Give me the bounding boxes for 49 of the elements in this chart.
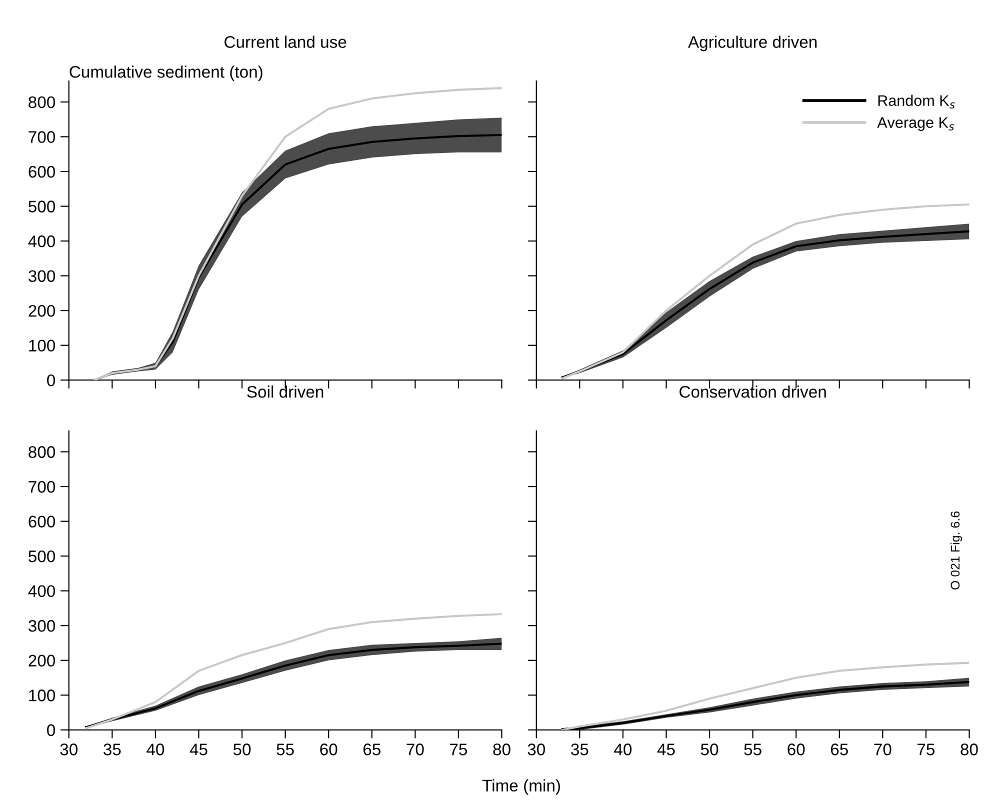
- chart-title: Soil driven: [247, 386, 324, 398]
- x-tick-label: 60: [320, 744, 338, 756]
- x-tick-label: 55: [276, 744, 294, 756]
- x-tick-label: 80: [493, 744, 510, 756]
- legend-label: Random K$_{s}$: [878, 94, 955, 108]
- y-tick-label: 500: [28, 200, 56, 212]
- x-tick-label: 45: [657, 744, 675, 756]
- y-tick-label: 200: [28, 304, 56, 317]
- y-tick-label: 800: [28, 446, 56, 458]
- x-tick-label: 75: [450, 744, 468, 756]
- y-tick-label: 300: [28, 620, 56, 632]
- x-tick-label: 60: [788, 744, 805, 756]
- x-tick-label: 70: [874, 744, 892, 756]
- y-tick-label: 400: [28, 585, 56, 598]
- y-tick-label: 600: [28, 166, 56, 178]
- x-tick-label: 55: [744, 744, 762, 756]
- y-tick-label: 0: [47, 724, 56, 736]
- annotation: O 021 Fig. 6.6: [950, 511, 962, 590]
- x-tick-label: 40: [614, 744, 632, 756]
- chart-title: Conservation driven: [680, 386, 826, 398]
- y-tick-label: 0: [47, 374, 56, 386]
- x-tick-label: 80: [960, 744, 978, 756]
- y-tick-label: 800: [28, 96, 56, 108]
- x-tick-label: 45: [190, 744, 208, 756]
- x-tick-label: 35: [571, 744, 588, 756]
- y-tick-label: 700: [28, 480, 56, 493]
- x-tick-label: 30: [528, 744, 545, 756]
- x-tick-label: 40: [146, 744, 164, 756]
- y-tick-label: 300: [28, 270, 56, 282]
- x-axis-title: Time (min): [482, 779, 560, 795]
- y-tick-label: 700: [28, 131, 56, 143]
- y-axis-title: Cumulative sediment (ton): [70, 66, 262, 82]
- x-tick-label: 65: [363, 744, 380, 756]
- y-tick-label: 400: [28, 235, 56, 248]
- x-tick-label: 70: [406, 744, 424, 756]
- chart-title: Agriculture driven: [688, 36, 817, 52]
- x-tick-label: 35: [104, 744, 121, 756]
- y-tick-label: 100: [29, 340, 56, 352]
- x-tick-label: 50: [700, 744, 718, 756]
- y-tick-label: 100: [29, 690, 56, 702]
- y-tick-label: 500: [28, 550, 56, 562]
- x-tick-label: 75: [918, 744, 935, 756]
- y-tick-label: 200: [28, 654, 56, 667]
- y-tick-label: 600: [28, 516, 56, 528]
- x-tick-label: 50: [233, 744, 251, 756]
- legend-label: Average K$_{s}$: [877, 117, 954, 131]
- x-tick-label: 65: [830, 744, 848, 756]
- chart-title: Current land use: [224, 36, 346, 48]
- x-tick-label: 30: [60, 744, 78, 756]
